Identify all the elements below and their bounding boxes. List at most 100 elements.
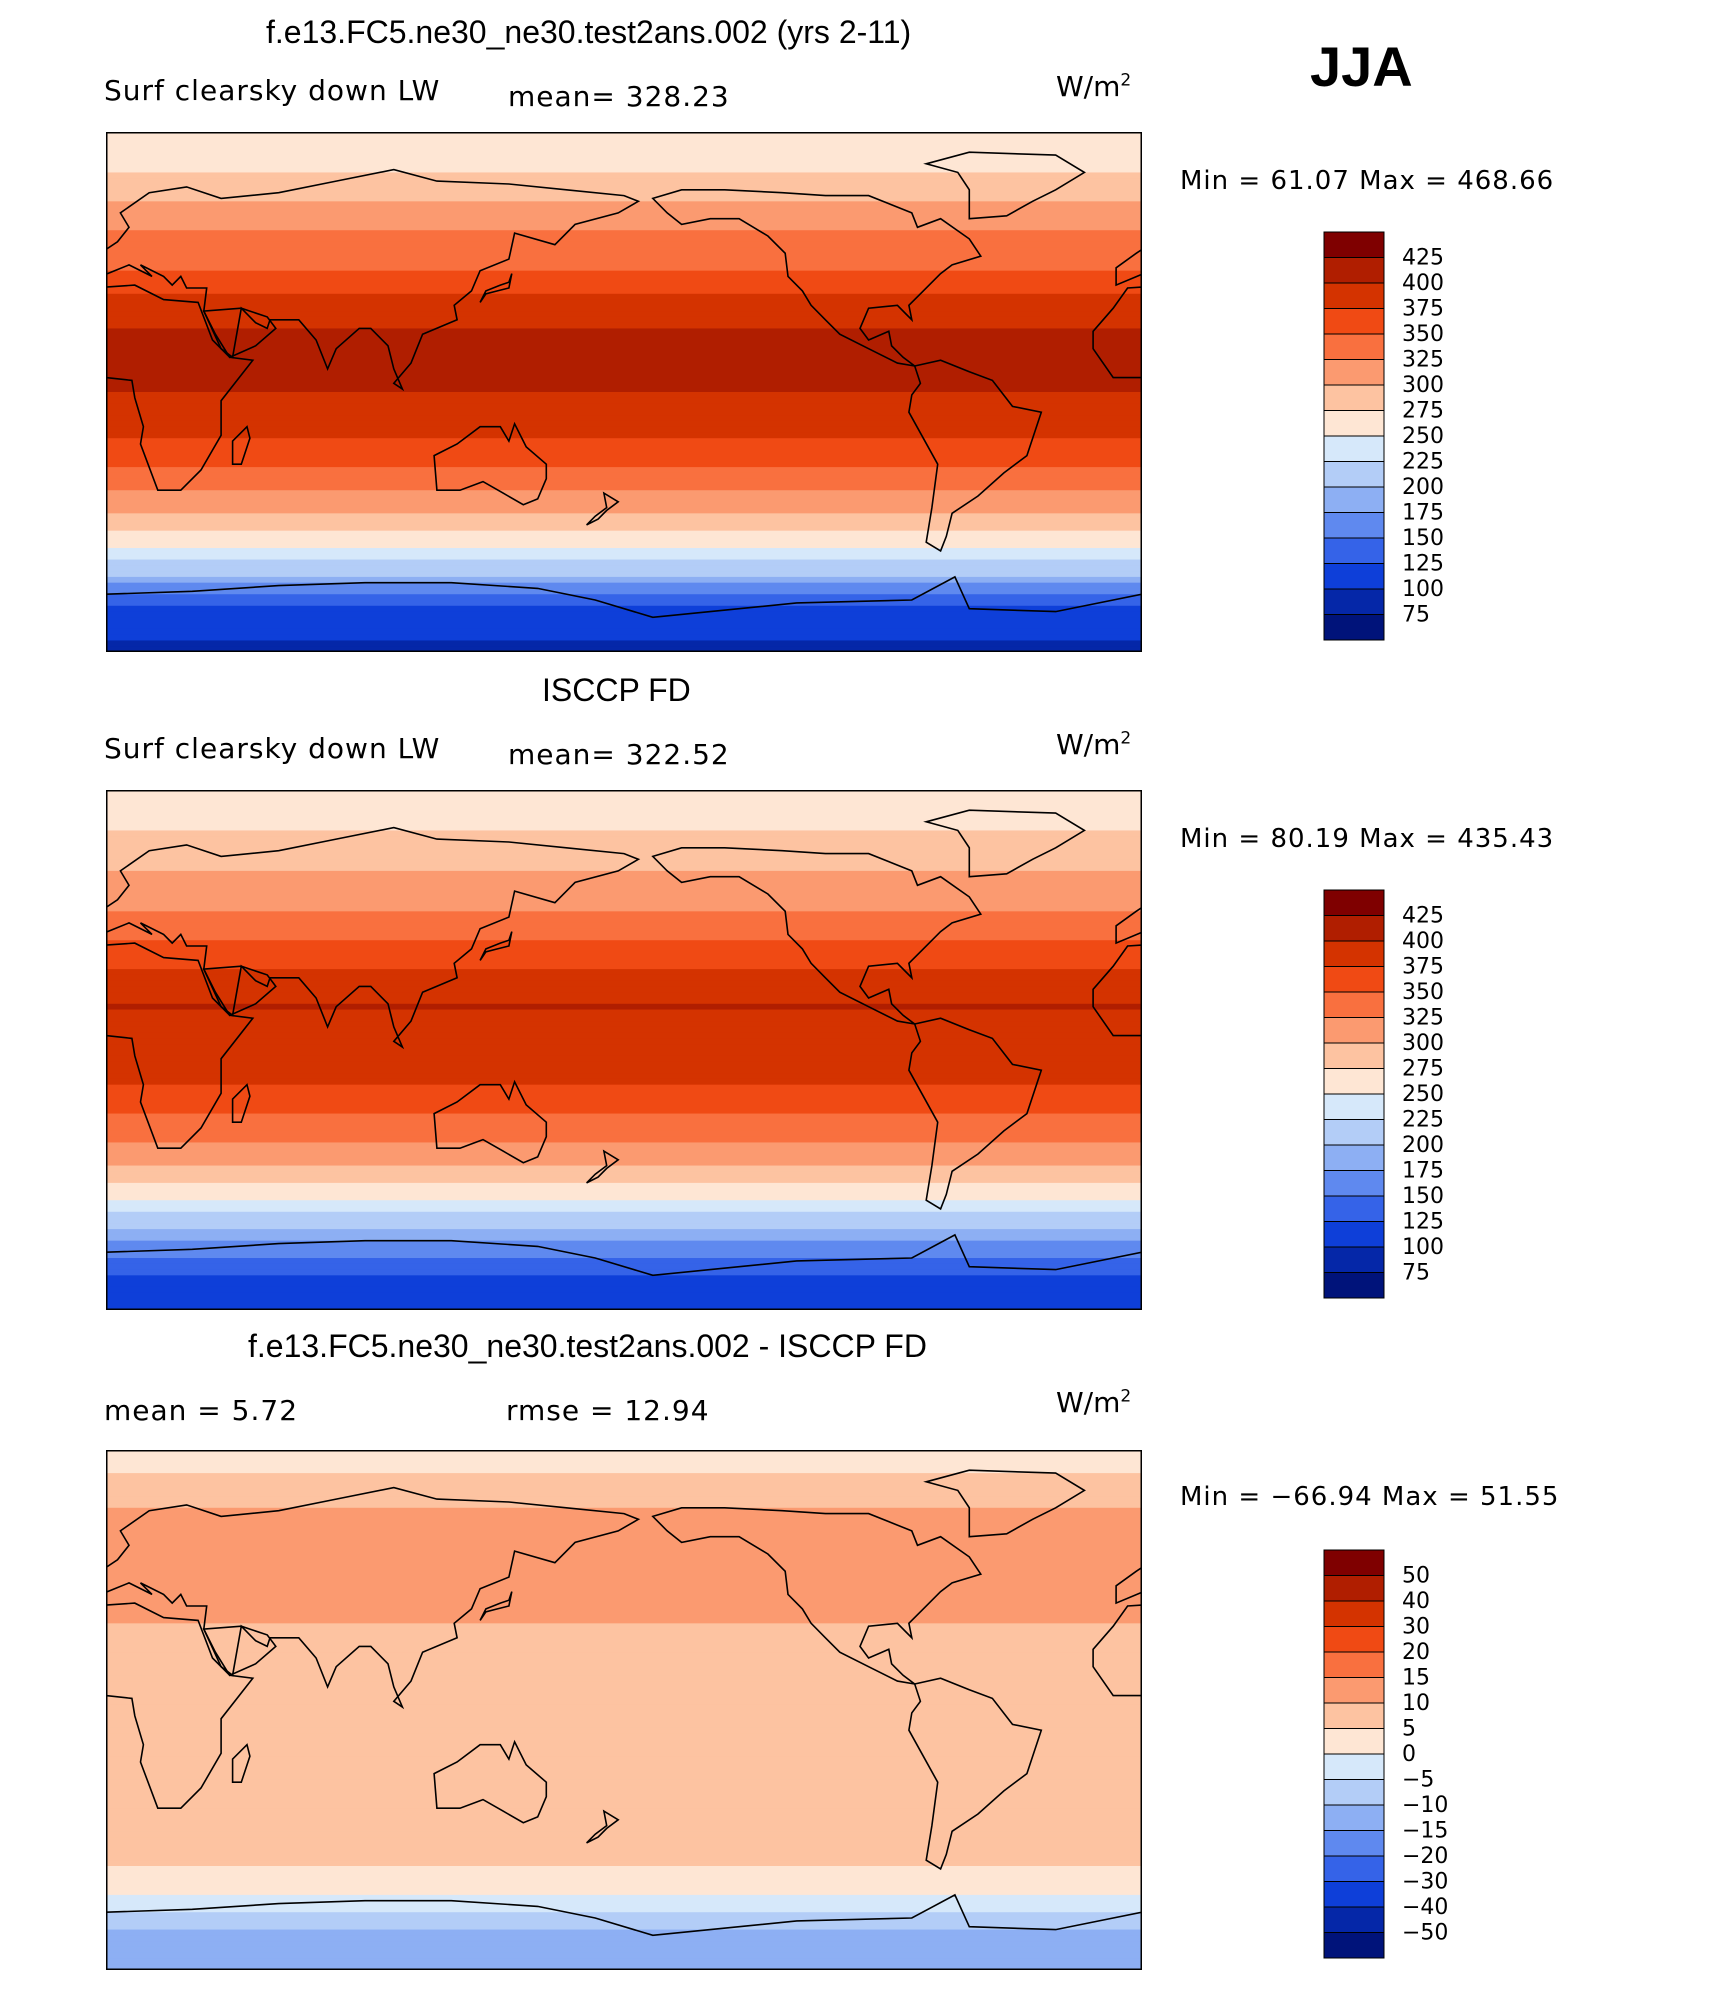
map-2-lat-band — [106, 1090, 1142, 1097]
colorbar-2-swatch — [1323, 1017, 1385, 1044]
panel-1-mean-label: mean= 328.23 — [508, 80, 730, 113]
coastline-australia — [433, 1079, 548, 1164]
colorbar-1-swatch — [1323, 461, 1385, 488]
map-3-lat-band — [106, 1554, 1142, 1561]
map-1-lat-band — [106, 155, 1142, 162]
colorbar-3-label: 40 — [1402, 1589, 1430, 1614]
colorbar-3-swatch — [1323, 1906, 1385, 1933]
map-1-lat-band — [106, 553, 1142, 561]
colorbar-3-label: 15 — [1402, 1666, 1430, 1691]
map-1-lat-band — [106, 380, 1142, 387]
map-2-lat-band — [106, 1211, 1142, 1219]
map-1-lat-band — [106, 524, 1142, 532]
map-3-lat-band — [106, 1871, 1142, 1879]
map-3-lat-band — [106, 1825, 1142, 1832]
map-2-lat-band — [106, 801, 1142, 808]
map-3-lat-band — [106, 1952, 1142, 1960]
panel-3-minmax: Min = −66.94 Max = 51.55 — [1180, 1482, 1560, 1512]
colorbar-3-swatch — [1323, 1626, 1385, 1653]
map-1-lat-band — [106, 368, 1142, 376]
map-2-lat-band — [106, 940, 1142, 947]
colorbar-2-label: 350 — [1402, 980, 1444, 1005]
panel-3-title: f.e13.FC5.ne30_ne30.test2ans.002 - ISCCP… — [248, 1328, 927, 1364]
colorbar-2-label: 100 — [1402, 1235, 1444, 1260]
map-2-lat-band — [106, 1258, 1142, 1265]
map-1-lat-band — [106, 397, 1142, 405]
coastline-madagascar — [231, 1743, 251, 1784]
map-2-lat-band — [106, 870, 1142, 878]
map-3-lat-band — [106, 1946, 1142, 1954]
map-1-lat-band — [106, 201, 1142, 208]
map-1-lat-band — [106, 132, 1142, 139]
colorbar-1-swatch — [1323, 614, 1385, 641]
map-2-lat-band — [106, 818, 1142, 826]
map-2-lat-band — [106, 1252, 1142, 1259]
colorbar-1-label: 425 — [1402, 246, 1444, 271]
map-1-lat-band — [106, 484, 1142, 491]
map-3-lat-band — [106, 1842, 1142, 1850]
map-2-lat-band — [106, 998, 1142, 1005]
map-3-lat-band — [106, 1715, 1142, 1723]
colorbar-1-label: 375 — [1402, 297, 1444, 322]
map-2-lat-band — [106, 1021, 1142, 1028]
map-1-lat-band — [106, 178, 1142, 185]
map-3-lat-band — [106, 1860, 1142, 1867]
map-2-lat-band — [106, 969, 1142, 976]
map-2-lat-band — [106, 963, 1142, 970]
map-1-lat-band — [106, 403, 1142, 410]
map-3-lat-band — [106, 1652, 1142, 1659]
map-3-lat-band — [106, 1692, 1142, 1700]
colorbar-1-swatch — [1323, 512, 1385, 539]
colorbar-2-label: 425 — [1402, 904, 1444, 929]
map-1-lat-band — [106, 536, 1142, 543]
map-1-lat-band — [106, 559, 1142, 566]
map-1-lat-band — [106, 264, 1142, 272]
panel-3-units: W/m2 — [1056, 1386, 1132, 1419]
map-1-lat-band — [106, 628, 1142, 636]
map-2-lat-band — [106, 1159, 1142, 1167]
colorbar-1-swatch — [1323, 359, 1385, 386]
map-3-lat-band — [106, 1617, 1142, 1624]
map-2-lat-band — [106, 1188, 1142, 1196]
coastline-eurasia — [106, 168, 641, 392]
colorbar-3-label: −10 — [1402, 1793, 1448, 1818]
map-1-lat-band — [106, 149, 1142, 156]
map-1-lat-band — [106, 571, 1142, 578]
map-2-lat-band — [106, 1304, 1142, 1310]
map-3-lat-band — [106, 1704, 1142, 1711]
colorbar-2-label: 225 — [1402, 1108, 1444, 1133]
map-3-lat-band — [106, 1721, 1142, 1728]
colorbar-3-label: −15 — [1402, 1819, 1448, 1844]
map-1-lat-band — [106, 409, 1142, 416]
map-2-lat-band — [106, 1298, 1142, 1305]
colorbar-1-label: 225 — [1402, 450, 1444, 475]
map-3-lat-band — [106, 1658, 1142, 1665]
map-1-lat-band — [106, 646, 1142, 652]
colorbar-3-label: 0 — [1402, 1742, 1416, 1767]
panel-1-variable-label: Surf clearsky down LW — [104, 74, 441, 107]
panel-3-colorbar: 50 40 30 20 15 10 5 0 −5 −10 −15 −20 −30 −40 −50 — [1323, 1549, 1448, 1959]
map-2-lat-band — [106, 795, 1142, 803]
map-1-lat-band — [106, 160, 1142, 168]
coastline-northamerica — [651, 1506, 983, 1685]
colorbar-2-swatch — [1323, 1068, 1385, 1095]
coastline-northamerica — [651, 846, 983, 1025]
map-3-lat-band — [106, 1588, 1142, 1596]
map-2-lat-band — [106, 1136, 1142, 1144]
map-1-lat-band — [106, 351, 1142, 358]
map-3-lat-band — [106, 1808, 1142, 1815]
panel-2-minmax: Min = 80.19 Max = 435.43 — [1180, 824, 1555, 854]
map-1-lat-band — [106, 449, 1142, 457]
colorbar-1-swatch — [1323, 537, 1385, 564]
map-1-lat-band — [106, 617, 1142, 624]
map-3-lat-band — [106, 1762, 1142, 1769]
map-2-lat-band — [106, 1061, 1142, 1068]
colorbar-1-label: 300 — [1402, 373, 1444, 398]
map-1-lat-band — [106, 611, 1142, 618]
colorbar-3-swatch — [1323, 1881, 1385, 1908]
map-2-lat-band — [106, 1177, 1142, 1184]
map-1-lat-band — [106, 507, 1142, 514]
map-3-lat-band — [106, 1894, 1142, 1902]
colorbar-1-swatch — [1323, 410, 1385, 437]
map-1-lat-band — [106, 195, 1142, 202]
